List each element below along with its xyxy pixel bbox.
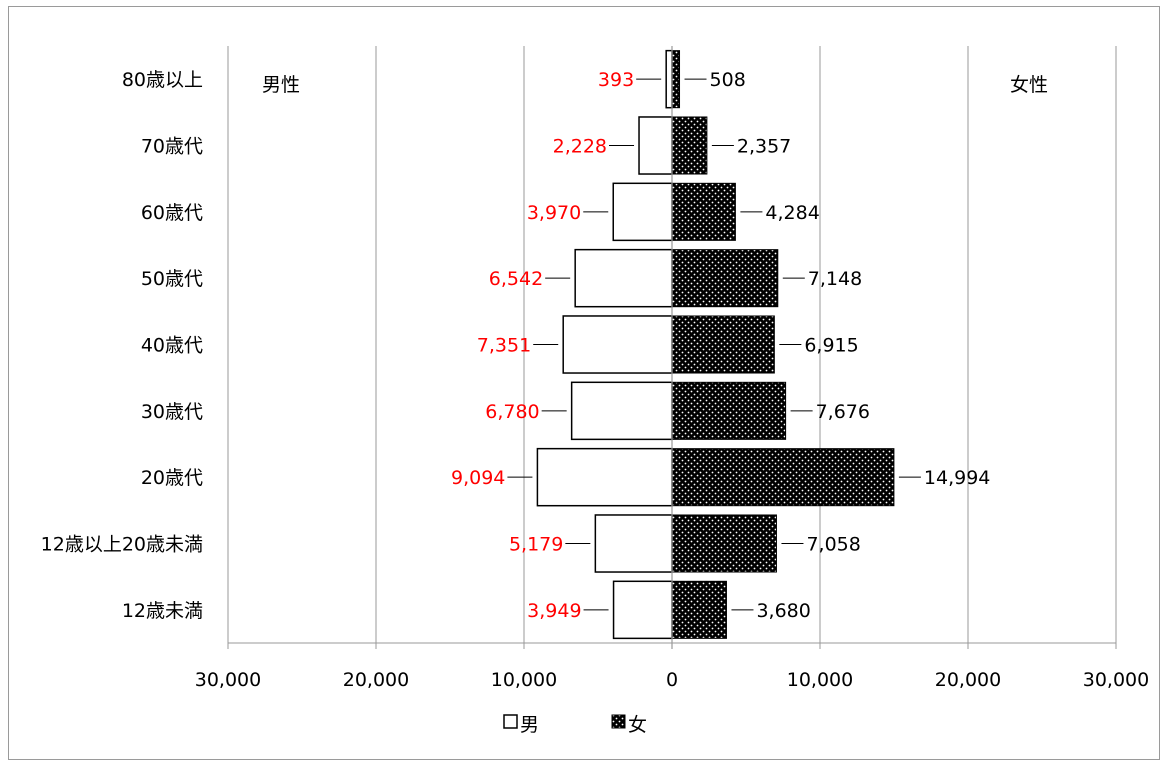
- bar-male-1: [594, 514, 673, 573]
- category-label-8: 80歳以上: [122, 69, 203, 91]
- data-labels: 3,949 3,680 5,179 7,058 9,094 14,994 6,780 7,67…: [451, 69, 990, 622]
- data-label-male-0: 3,949: [527, 600, 581, 622]
- data-label-female-3: 7,676: [816, 401, 870, 423]
- x-tick-label-6: 30,000: [1083, 669, 1149, 691]
- bar-female-0: [671, 580, 727, 639]
- bar-female-5: [671, 249, 779, 308]
- category-label-0: 12歳未満: [122, 600, 203, 622]
- data-label-female-0: 3,680: [756, 600, 810, 622]
- data-label-male-2: 9,094: [451, 467, 505, 489]
- bar-female-6: [671, 182, 736, 241]
- x-tick-label-1: 20,000: [343, 669, 409, 691]
- bars: [536, 46, 895, 649]
- bar-female-2: [671, 448, 895, 507]
- category-label-7: 70歳代: [141, 136, 203, 158]
- data-label-male-8: 393: [598, 69, 634, 91]
- category-labels: 12歳未満 12歳以上20歳未満 20歳代 30歳代 40歳代 50歳代 60歳代 70歳代 8…: [41, 69, 203, 622]
- data-label-male-4: 7,351: [477, 335, 531, 357]
- data-label-female-6: 4,284: [765, 202, 819, 224]
- data-label-male-7: 2,228: [553, 136, 607, 158]
- male-side-label: 男性: [262, 74, 300, 96]
- data-label-female-2: 14,994: [924, 467, 990, 489]
- bar-male-4: [562, 315, 673, 374]
- legend-label-male: 男: [520, 714, 539, 736]
- data-label-male-5: 6,542: [489, 268, 543, 290]
- bar-male-3: [570, 381, 673, 441]
- data-label-male-1: 5,179: [509, 534, 563, 556]
- x-tick-label-5: 20,000: [935, 669, 1001, 691]
- category-label-4: 40歳代: [141, 335, 203, 357]
- data-label-male-3: 6,780: [485, 401, 539, 423]
- legend-swatch-male: [503, 714, 518, 729]
- bar-male-2: [536, 447, 673, 507]
- data-label-female-5: 7,148: [808, 268, 862, 290]
- legend-swatch-female: [611, 714, 626, 729]
- legend-label-female: 女: [628, 714, 647, 736]
- bar-female-3: [671, 381, 787, 440]
- x-tick-label-2: 10,000: [491, 669, 557, 691]
- category-label-1: 12歳以上20歳未満: [41, 534, 203, 556]
- bar-male-0: [612, 580, 673, 640]
- bar-male-7: [638, 116, 673, 175]
- data-label-female-8: 508: [710, 69, 746, 91]
- x-tick-label-0: 30,000: [195, 669, 261, 691]
- category-label-2: 20歳代: [141, 467, 203, 489]
- grid-lines: [227, 46, 1117, 649]
- bar-male-8: [665, 49, 673, 109]
- x-tick-label-4: 10,000: [787, 669, 853, 691]
- legend: 男 女: [503, 714, 647, 736]
- x-tick-label-3: 0: [666, 669, 678, 691]
- bar-female-4: [671, 315, 775, 374]
- bar-male-5: [574, 248, 673, 308]
- bar-male-6: [612, 182, 673, 242]
- female-side-label: 女性: [1010, 74, 1048, 96]
- data-label-male-6: 3,970: [527, 202, 581, 224]
- category-label-6: 60歳代: [141, 202, 203, 224]
- bar-female-8: [671, 50, 681, 109]
- bar-female-7: [671, 116, 708, 175]
- data-label-female-4: 6,915: [804, 335, 858, 357]
- bar-female-1: [671, 514, 777, 573]
- data-label-female-7: 2,357: [737, 136, 791, 158]
- category-label-5: 50歳代: [141, 268, 203, 290]
- data-label-female-1: 7,058: [806, 534, 860, 556]
- x-tick-labels: 30,000 20,000 10,000 0 10,000 20,000 30,000: [195, 669, 1149, 691]
- category-label-3: 30歳代: [141, 401, 203, 423]
